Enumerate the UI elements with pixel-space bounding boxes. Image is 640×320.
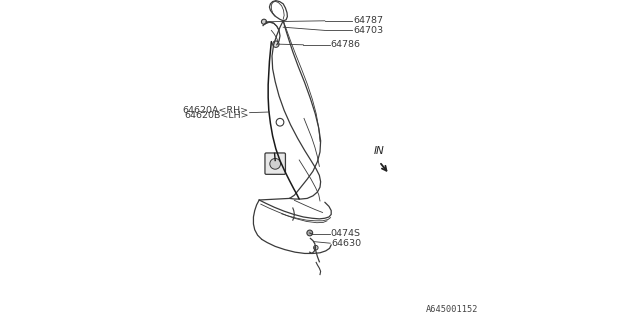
Circle shape bbox=[270, 158, 280, 169]
Circle shape bbox=[273, 41, 279, 47]
Text: 64787: 64787 bbox=[353, 16, 383, 25]
Text: 64620A<RH>: 64620A<RH> bbox=[183, 106, 249, 115]
Text: 64703: 64703 bbox=[353, 26, 383, 35]
Circle shape bbox=[262, 19, 267, 24]
Text: 0474S: 0474S bbox=[330, 229, 360, 238]
Text: IN: IN bbox=[374, 146, 385, 156]
Circle shape bbox=[307, 230, 312, 236]
FancyBboxPatch shape bbox=[265, 153, 285, 174]
Text: 64630: 64630 bbox=[331, 239, 361, 248]
Circle shape bbox=[276, 118, 284, 126]
Text: 64786: 64786 bbox=[331, 40, 360, 49]
Circle shape bbox=[314, 245, 318, 250]
Text: A645001152: A645001152 bbox=[426, 305, 479, 314]
Text: 64620B<LH>: 64620B<LH> bbox=[184, 111, 249, 120]
